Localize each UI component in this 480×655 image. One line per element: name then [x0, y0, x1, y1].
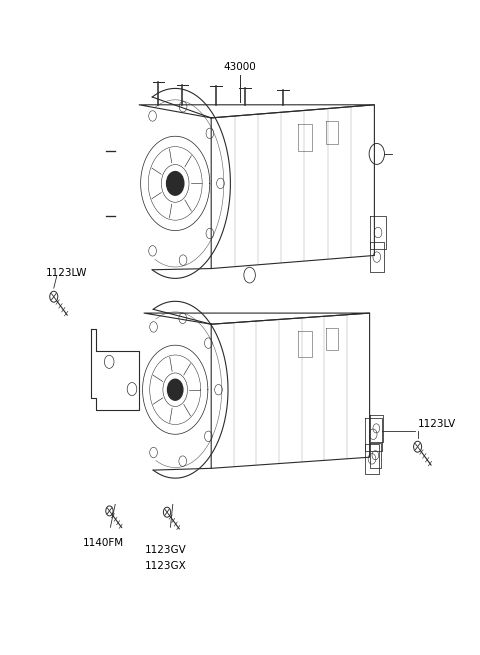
Circle shape: [168, 379, 183, 400]
Circle shape: [167, 172, 184, 195]
Text: 43000: 43000: [224, 62, 256, 72]
Text: 1123LV: 1123LV: [418, 419, 456, 429]
Text: 1123LW: 1123LW: [46, 268, 87, 278]
Text: 1123GV: 1123GV: [145, 545, 186, 555]
Text: 1123GX: 1123GX: [145, 561, 186, 571]
Text: 1140FM: 1140FM: [83, 538, 124, 548]
